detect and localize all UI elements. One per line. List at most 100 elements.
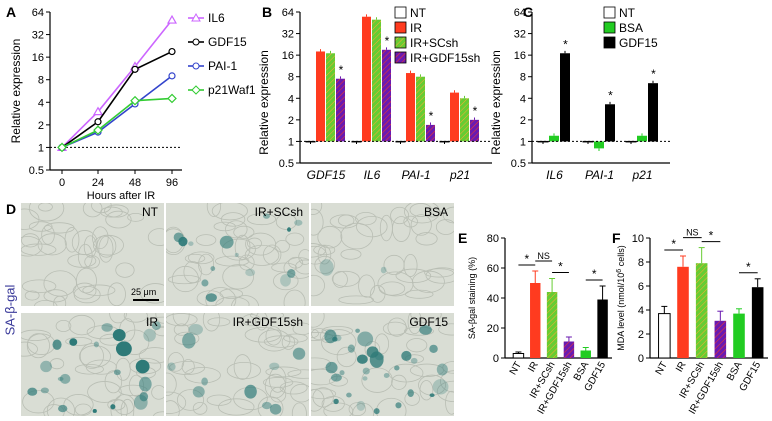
- a-legend-marker: [192, 38, 200, 46]
- e-bar: [563, 341, 575, 358]
- a-legend-label: PAI-1: [208, 59, 237, 73]
- b-bar: [316, 51, 325, 142]
- cell-outline: [331, 270, 360, 287]
- cell-outline: [109, 313, 127, 324]
- b-x-tick-label: p21: [449, 168, 470, 182]
- cell-outline: [21, 208, 40, 230]
- cell-outline: [340, 248, 362, 260]
- stained-cell: [269, 403, 282, 415]
- a-legend-label: GDF15: [208, 35, 247, 49]
- c-y-axis-label: Relative expression: [489, 50, 503, 155]
- cell-outline: [338, 295, 374, 305]
- panel-label-a: A: [6, 4, 16, 20]
- micrograph-panel: IR+SCsh: [166, 203, 309, 306]
- stained-cell: [40, 387, 49, 394]
- cell-outline: [205, 287, 237, 306]
- cell-outline: [76, 267, 97, 294]
- b-legend-label: IR: [410, 21, 422, 35]
- c-bar: [605, 104, 615, 142]
- cell-outline: [43, 289, 68, 303]
- stained-cell: [325, 361, 338, 374]
- b-significance: *: [473, 104, 478, 118]
- a-y-tick-label: 64: [32, 7, 44, 19]
- cell-outline: [241, 314, 262, 327]
- cell-outline: [231, 295, 260, 306]
- c-legend-swatch: [603, 6, 616, 19]
- stained-cell: [429, 393, 435, 397]
- cell-outline: [374, 333, 390, 355]
- stained-cell: [356, 354, 368, 364]
- stained-cell: [101, 323, 113, 332]
- cell-outline: [281, 334, 296, 350]
- cell-outline: [415, 232, 438, 246]
- scale-bar-label: 25 μm: [131, 287, 157, 297]
- cell-outline: [168, 360, 206, 375]
- stained-cell: [356, 400, 366, 411]
- stained-cell: [205, 293, 217, 302]
- micrograph-image: [311, 313, 454, 416]
- a-series-line-3: [61, 97, 173, 149]
- c-y-tick-label: 1: [520, 136, 526, 148]
- stained-cell: [432, 379, 449, 395]
- stained-cell: [380, 266, 387, 274]
- stained-cell: [346, 392, 352, 398]
- panel-label-f: F: [612, 230, 621, 246]
- b-bar: [336, 78, 345, 142]
- stained-cell: [57, 376, 64, 381]
- c-x-tick-label: IL6: [546, 168, 563, 182]
- cell-outline: [311, 243, 327, 258]
- a-x-tick-label: 24: [92, 177, 104, 189]
- cell-outline: [33, 299, 58, 306]
- a-point: [130, 95, 140, 106]
- b-y-tick-label: 8: [288, 72, 294, 84]
- cell-outline: [247, 237, 262, 250]
- cell-outline: [184, 366, 221, 384]
- stained-cell: [173, 232, 184, 243]
- cell-outline: [71, 230, 98, 256]
- stained-cell: [244, 384, 257, 399]
- cell-outline: [115, 262, 135, 278]
- cell-outline: [410, 313, 442, 323]
- c-legend-label: BSA: [619, 21, 643, 35]
- cell-outline: [145, 316, 164, 327]
- cell-outline: [442, 361, 454, 374]
- cell-outline: [275, 213, 297, 230]
- stained-cell: [113, 369, 121, 376]
- f-annotation: *: [746, 260, 751, 274]
- stained-cell: [355, 328, 360, 333]
- f-x-tick-label: IR: [674, 360, 689, 374]
- cell-outline: [73, 285, 101, 304]
- cell-outline: [166, 313, 198, 327]
- cell-outline: [337, 214, 355, 227]
- stained-cell: [201, 377, 208, 386]
- cell-outline: [68, 314, 96, 336]
- cell-outline: [274, 239, 290, 253]
- stained-cell: [287, 269, 296, 278]
- panel-label-d: D: [6, 201, 16, 217]
- stained-cell: [143, 328, 156, 342]
- micrograph-label: GDF15: [409, 315, 448, 329]
- cell-outline: [167, 352, 185, 372]
- cell-outline: [21, 233, 40, 248]
- b-significance: *: [339, 63, 344, 77]
- c-bar: [648, 83, 658, 142]
- stained-cell: [219, 235, 234, 249]
- cell-outline: [436, 380, 454, 403]
- cell-outline: [21, 329, 52, 341]
- micrograph-image: [21, 313, 164, 416]
- stained-cell: [410, 357, 418, 364]
- cell-outline: [98, 236, 114, 263]
- a-legend-marker: [191, 85, 201, 95]
- cell-outline: [332, 270, 348, 288]
- stained-cell: [373, 408, 380, 415]
- micrograph-label: IR+SCsh: [254, 205, 303, 219]
- cell-outline: [120, 398, 135, 416]
- stained-cell: [347, 344, 355, 353]
- f-y-tick-label: 2: [638, 329, 644, 341]
- stained-cell: [324, 329, 337, 344]
- cell-outline: [63, 394, 94, 416]
- cell-outline: [78, 345, 111, 368]
- b-y-tick-label: 32: [282, 29, 294, 41]
- cell-outline: [207, 317, 231, 327]
- stained-cell: [429, 344, 438, 353]
